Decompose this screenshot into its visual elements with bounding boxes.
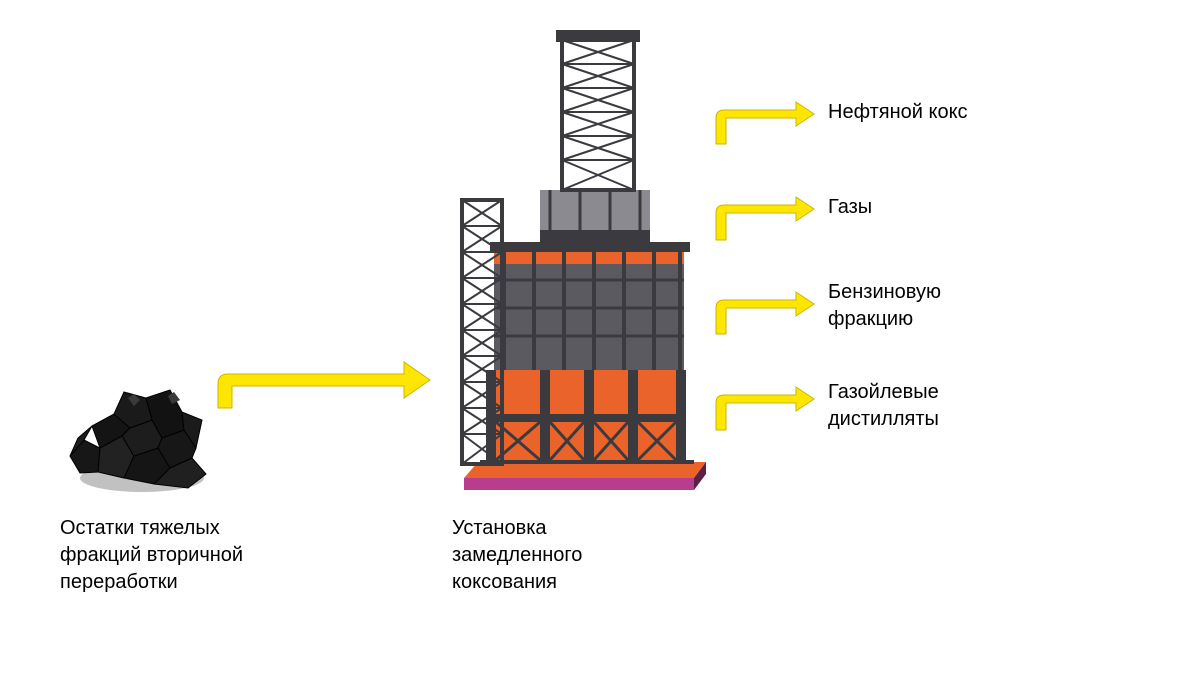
arrow-input: [218, 362, 430, 408]
arrow-out1: [716, 102, 814, 144]
arrow-out2: [716, 197, 814, 240]
output-label-1: Нефтяной кокс: [828, 99, 968, 126]
output-label-4: Газойлевыедистилляты: [828, 379, 939, 433]
unit-label: Установказамедленногококсования: [452, 515, 582, 596]
output-label-3: Бензиновуюфракцию: [828, 279, 941, 333]
output-label-2: Газы: [828, 194, 872, 221]
arrow-out4: [716, 387, 814, 430]
input-label: Остатки тяжелыхфракций вторичнойперерабо…: [60, 515, 243, 596]
input-coal-pile: [70, 390, 206, 492]
coking-unit: [462, 30, 706, 490]
arrow-out3: [716, 292, 814, 334]
